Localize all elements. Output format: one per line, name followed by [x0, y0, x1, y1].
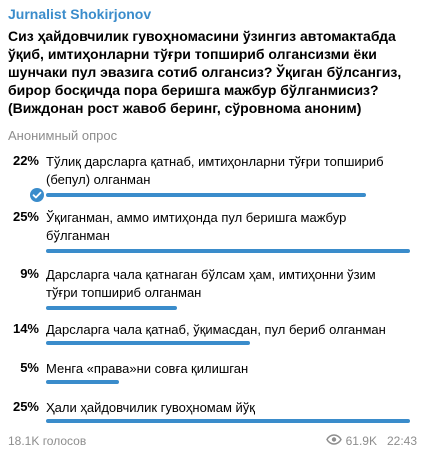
option-text: Тўлиқ дарсларга қатнаб, имтиҳонларни тўғ…: [46, 154, 384, 187]
option-result-bar: [46, 249, 410, 253]
option-percent: 25%: [12, 209, 39, 224]
poll-option[interactable]: 5% Менга «права»ни совға қилишган: [0, 360, 425, 386]
option-text: Менга «права»ни совға қилишган: [46, 361, 249, 376]
option-result-bar: [46, 193, 366, 197]
option-text: Ўқиганман, аммо имтиҳонда пул беришга ма…: [46, 210, 347, 243]
eye-icon: [325, 434, 342, 448]
option-text: Дарсларга чала қатнаган бўлсам ҳам, имти…: [46, 267, 376, 300]
option-result-bar: [46, 341, 250, 345]
poll-type-label: Анонимный опрос: [8, 128, 118, 143]
view-count: 61.9K: [345, 434, 377, 448]
option-text: Дарсларга чала қатнаб, ўқимасдан, пул бе…: [46, 322, 386, 337]
poll-option[interactable]: 14% Дарсларга чала қатнаб, ўқимасдан, пул…: [0, 321, 425, 347]
poll-question: Сиз ҳайдовчилик гувоҳномасини ўзингиз ав…: [8, 28, 402, 116]
option-percent: 22%: [12, 153, 39, 168]
poll-option[interactable]: 25% Ўқиганман, аммо имтиҳонда пул беришга…: [0, 209, 425, 255]
option-percent: 25%: [12, 399, 39, 414]
message-time: 22:43: [386, 434, 417, 448]
option-result-bar: [46, 419, 410, 423]
check-circle-icon: [30, 188, 44, 202]
option-result-bar: [46, 306, 177, 310]
poll-option[interactable]: 25% Ҳали ҳайдовчилик гувоҳномам йўқ: [0, 399, 425, 425]
option-text: Ҳали ҳайдовчилик гувоҳномам йўқ: [46, 400, 255, 415]
option-percent: 9%: [20, 266, 39, 281]
total-votes[interactable]: 18.1K голосов: [8, 434, 87, 448]
option-percent: 14%: [12, 321, 39, 336]
poll-option[interactable]: 9% Дарсларга чала қатнаган бўлсам ҳам, им…: [0, 266, 425, 312]
message-meta: 61.9K 22:43: [325, 434, 417, 448]
option-result-bar: [46, 380, 119, 384]
option-percent: 5%: [20, 360, 39, 375]
poll-option[interactable]: 22% Тўлиқ дарсларга қатнаб, имтиҳонларни …: [0, 153, 425, 202]
channel-name[interactable]: Jurnalist Shokirjonov: [8, 6, 152, 22]
